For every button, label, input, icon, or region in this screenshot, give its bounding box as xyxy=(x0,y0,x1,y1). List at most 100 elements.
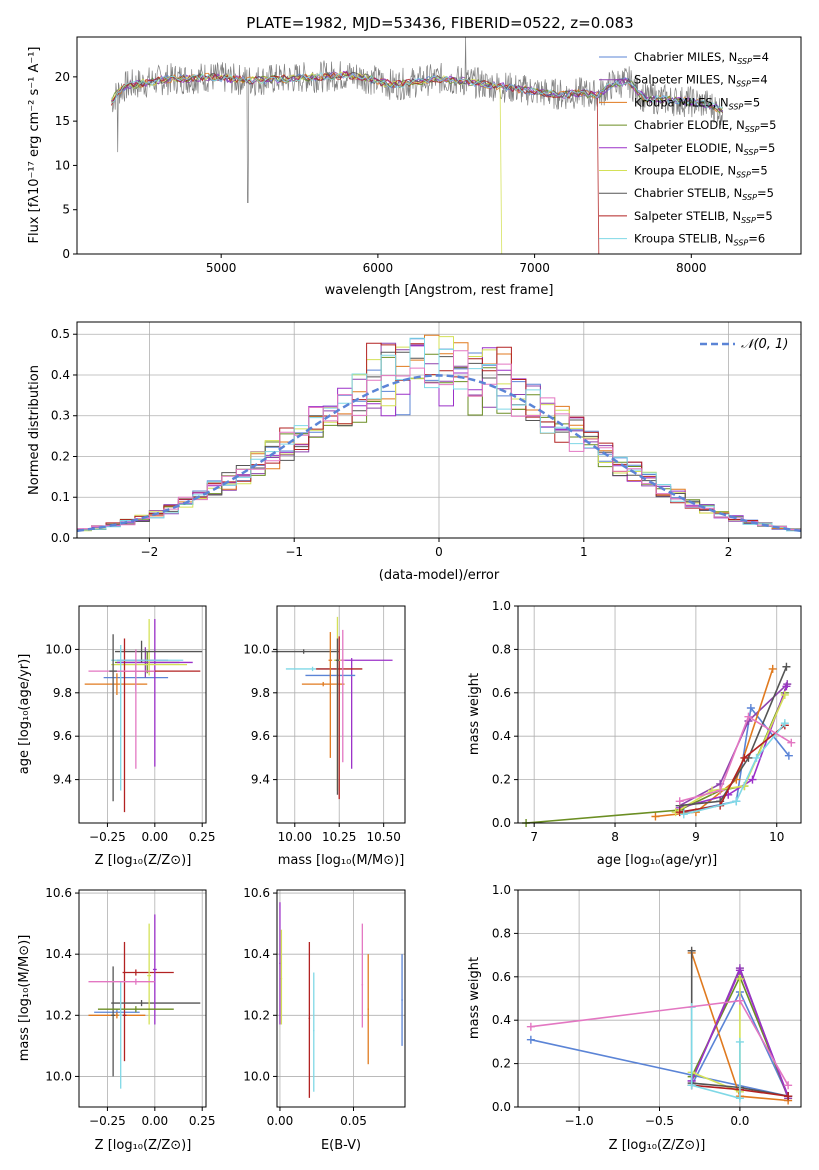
weight-marker xyxy=(526,1035,535,1044)
legend-entry-name: Chabrier STELIB, N xyxy=(634,186,742,200)
weight-vs-age-xtick-label: 9 xyxy=(692,830,700,844)
legend-entry-label: Kroupa STELIB, NSSP=6 xyxy=(634,232,765,248)
mass-vs-Z-ytick-label: 10.2 xyxy=(45,1008,72,1022)
mass-vs-Z-ytick-label: 10.0 xyxy=(45,1069,72,1083)
weight-vs-Z-xtick-label: 0.0 xyxy=(730,1114,749,1128)
weight-vs-Z-ytick-label: 0.0 xyxy=(492,1100,511,1114)
weight-vs-age-xtick-label: 10 xyxy=(769,830,784,844)
weight-marker xyxy=(687,1081,696,1090)
age-vs-Z-ticks: −0.25 0.00 0.25 9.4 9.6 9.8 10.0 xyxy=(45,642,215,844)
weight-marker xyxy=(782,662,791,671)
weight-vs-Z-ytick-label: 0.4 xyxy=(492,1013,511,1027)
weight-marker xyxy=(780,719,789,728)
residual-histogram-step xyxy=(77,345,801,531)
observed-spectrum-line xyxy=(111,36,723,203)
weight-marker xyxy=(787,738,796,747)
legend-entry-suffix: =5 xyxy=(758,141,775,155)
spectrum-panel: 5000 6000 7000 8000 0 5 10 15 20 wavelength [Ang… xyxy=(27,36,802,298)
residuals-panel: −2 −1 0 1 2 0.0 0.1 0.2 0.3 0.4 0.5 (data-model)/e… xyxy=(27,321,802,583)
mass-vs-Z-errorbars xyxy=(88,914,201,1089)
mass-vs-EBV-axes-frame xyxy=(276,889,406,1108)
mass-vs-EBV-xtick-label: 0.05 xyxy=(340,1114,367,1128)
mass-vs-EBV-ytick-label: 10.6 xyxy=(243,886,270,900)
age-vs-Z-axes-frame xyxy=(78,605,207,824)
weight-vs-age-ytick-label: 0.2 xyxy=(492,773,511,787)
legend-entry-name: Chabrier ELODIE, N xyxy=(634,118,745,132)
weight-vs-age-ticks: 7 8 9 10 0.0 0.2 0.4 0.6 0.8 1.0 xyxy=(492,599,784,844)
weight-marker xyxy=(735,1037,744,1046)
residuals-xtick-label: 1 xyxy=(580,545,588,559)
weight-marker xyxy=(675,808,684,817)
weight-vs-age-xtick-label: 8 xyxy=(611,830,619,844)
wZ-ylabel: mass weight xyxy=(467,957,482,1039)
legend-entry-sub: SSP xyxy=(741,216,756,225)
weight-marker xyxy=(716,786,725,795)
age-vs-mass-xtick-label: 10.50 xyxy=(366,830,400,844)
weight-vs-Z-ytick-label: 0.2 xyxy=(492,1057,511,1071)
weight-line xyxy=(679,724,786,813)
weight-marker xyxy=(746,703,755,712)
weight-marker xyxy=(679,810,688,819)
weight-marker xyxy=(784,1081,793,1090)
legend-entry-name: Chabrier MILES, N xyxy=(634,50,737,64)
spectrum-xtick-label: 5000 xyxy=(206,261,237,275)
weight-marker xyxy=(735,1094,744,1103)
age-vs-mass-ytick-label: 9.4 xyxy=(251,773,270,787)
weight-marker xyxy=(744,712,753,721)
weight-vs-Z-xtick-label: −1.0 xyxy=(565,1114,594,1128)
weight-vs-age-ytick-label: 0.4 xyxy=(492,729,511,743)
wZ-xlabel: Z [log₁₀(Z/Z⊙)] xyxy=(609,1138,706,1153)
weight-marker xyxy=(780,690,789,699)
weight-line xyxy=(679,666,788,807)
weight-marker xyxy=(768,664,777,673)
spectrum-xtick-label: 8000 xyxy=(676,261,707,275)
weight-vs-age-series xyxy=(522,662,796,827)
mass-vs-EBV-xtick-label: 0.00 xyxy=(267,1114,294,1128)
mass-vs-EBV-ytick-label: 10.2 xyxy=(243,1008,270,1022)
model-spectrum-line xyxy=(111,72,723,109)
weight-line xyxy=(683,722,786,816)
legend-entry-suffix: =4 xyxy=(751,73,768,87)
weight-vs-Z-ytick-label: 1.0 xyxy=(492,883,511,897)
age-vs-Z-ytick-label: 9.4 xyxy=(53,773,72,787)
legend-entry-sub: SSP xyxy=(734,239,749,248)
spectrum-xtick-label: 6000 xyxy=(363,261,394,275)
weight-marker xyxy=(675,797,684,806)
weight-marker xyxy=(735,974,744,983)
weight-vs-age-grid xyxy=(518,605,801,824)
legend-entry-suffix: =5 xyxy=(756,209,773,223)
residual-histogram-step xyxy=(77,350,801,530)
residual-histogram-step xyxy=(77,337,801,532)
residuals-xtick-label: −2 xyxy=(141,545,159,559)
mass-vs-EBV-grid xyxy=(277,890,405,1107)
legend-entry-sub: SSP xyxy=(736,80,751,89)
legend-entry-name: Kroupa STELIB, N xyxy=(634,232,734,246)
legend-entry-suffix: =5 xyxy=(743,95,760,109)
age-vs-Z-xtick-label: −0.25 xyxy=(89,830,126,844)
legend-entry-label: Salpeter ELODIE, NSSP=5 xyxy=(634,141,775,157)
spectrum-ytick-label: 5 xyxy=(62,203,70,217)
age-vs-Z-errorbars xyxy=(84,619,203,813)
mass-vs-Z-xtick-label: 0.25 xyxy=(189,1114,216,1128)
age-vs-mass-grid xyxy=(277,606,405,823)
model-spectrum-line xyxy=(111,71,503,255)
age-vs-mass-ytick-label: 9.6 xyxy=(251,729,270,743)
age-vs-Z-ytick-label: 9.6 xyxy=(53,729,72,743)
age-vs-Z-ytick-label: 10.0 xyxy=(45,642,72,656)
weight-vs-age-axes-frame xyxy=(517,605,802,824)
ageM-xlabel: mass [log₁₀(M/M⊙)] xyxy=(278,853,405,868)
weight-marker xyxy=(526,1022,535,1031)
residuals-xlabel: (data-model)/error xyxy=(379,568,500,583)
mass-vs-EBV-ticks: 0.00 0.05 10.0 10.2 10.4 10.6 xyxy=(243,886,367,1128)
mass-vs-EBV-errorbars xyxy=(279,902,403,1098)
legend-entry-name: Kroupa MILES, N xyxy=(634,95,729,109)
spectrum-ytick-label: 20 xyxy=(55,70,70,84)
ageZ-xlabel: Z [log₁₀(Z/Z⊙)] xyxy=(95,853,192,868)
mass-vs-EBV-panel: E(B-V) 0.00 0.05 10.0 10.2 10.4 10.6 xyxy=(243,886,406,1153)
weight-vs-age-ytick-label: 0.6 xyxy=(492,686,511,700)
weight-vs-age-ytick-label: 0.8 xyxy=(492,642,511,656)
legend-entry-name: Kroupa ELODIE, N xyxy=(634,164,736,178)
age-vs-mass-errorbars xyxy=(271,616,393,800)
